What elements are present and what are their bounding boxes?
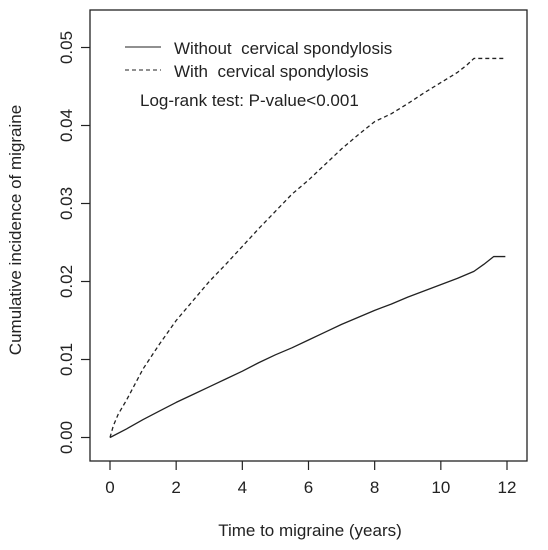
y-axis-label: Cumulative incidence of migraine: [6, 105, 25, 355]
y-tick-label: 0.00: [57, 421, 76, 454]
x-axis-label: Time to migraine (years): [218, 521, 402, 540]
y-tick-label: 0.05: [57, 31, 76, 64]
legend: Without cervical spondylosis With cervic…: [125, 39, 392, 81]
y-tick-label: 0.02: [57, 265, 76, 298]
y-tick-label: 0.01: [57, 343, 76, 376]
series-line-without: [109, 255, 506, 439]
x-tick-label: 0: [105, 478, 114, 497]
x-tick-label: 8: [370, 478, 379, 497]
x-tick-label: 10: [431, 478, 450, 497]
x-tick-label: 4: [238, 478, 247, 497]
series-line-with: [109, 57, 506, 438]
legend-label-without: Without cervical spondylosis: [174, 39, 392, 58]
log-rank-annotation: Log-rank test: P-value<0.001: [140, 91, 359, 110]
y-tick-label: 0.03: [57, 187, 76, 220]
x-tick-label: 12: [498, 478, 517, 497]
x-axis: 0 2 4 6 8 10 12: [105, 461, 516, 497]
y-tick-label: 0.04: [57, 109, 76, 142]
x-tick-label: 2: [171, 478, 180, 497]
legend-label-with: With cervical spondylosis: [174, 62, 369, 81]
y-axis: 0.00 0.01 0.02 0.03 0.04 0.05: [57, 31, 90, 454]
x-tick-label: 6: [304, 478, 313, 497]
series-layer: [109, 57, 506, 439]
